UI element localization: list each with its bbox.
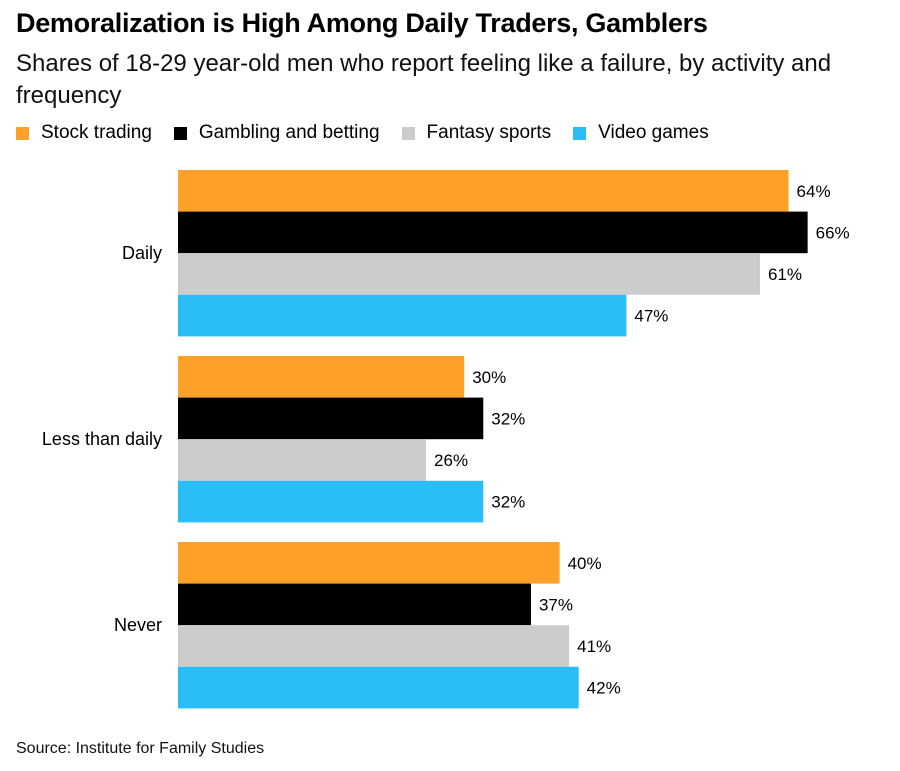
data-label: 26% [434, 451, 468, 470]
legend-label: Video games [598, 122, 709, 143]
data-label: 47% [634, 307, 668, 326]
data-label: 42% [587, 679, 621, 698]
legend-item-stock-trading: Stock trading [16, 122, 152, 144]
bar-never-video-games [178, 666, 579, 709]
bar-never-fantasy-sports [178, 625, 570, 667]
bar-never-stock-trading [178, 542, 560, 584]
legend-label: Gambling and betting [198, 122, 380, 143]
legend-swatch [401, 126, 415, 140]
bar-less-than-daily-stock-trading [178, 356, 465, 398]
legend: Stock trading Gambling and betting Fanta… [16, 121, 731, 145]
data-label: 61% [768, 265, 802, 284]
data-label: 40% [568, 554, 602, 573]
data-label: 32% [491, 493, 525, 512]
data-label: 32% [491, 409, 525, 428]
data-label: 30% [472, 368, 506, 387]
bar-less-than-daily-video-games [178, 480, 484, 523]
legend-swatch [573, 126, 587, 140]
bar-never-gambling-and-betting [178, 583, 531, 626]
category-label-less-than-daily: Less than daily [42, 429, 162, 449]
legend-label: Fantasy sports [426, 122, 552, 143]
bar-daily-stock-trading [178, 170, 789, 212]
legend-label: Stock trading [41, 122, 152, 143]
data-label: 37% [539, 595, 573, 614]
source-note: Source: Institute for Family Studies [16, 740, 265, 757]
category-label-never: Never [114, 615, 162, 635]
bar-daily-gambling-and-betting [178, 211, 808, 254]
chart-title: Demoralization is High Among Daily Trade… [16, 8, 708, 38]
data-label: 41% [577, 637, 611, 656]
legend-item-fantasy-sports: Fantasy sports [401, 122, 552, 144]
bar-daily-video-games [178, 294, 627, 337]
chart-subtitle: Shares of 18-29 year-old men who report … [16, 50, 832, 109]
bar-chart: Daily 64% 66% 61% 47% Less than daily 30% 32% 26… [42, 170, 850, 709]
bar-less-than-daily-fantasy-sports [178, 439, 427, 481]
category-label-daily: Daily [122, 243, 162, 263]
bar-daily-fantasy-sports [178, 253, 760, 295]
legend-swatch [16, 126, 29, 140]
bar-less-than-daily-gambling-and-betting [178, 397, 484, 440]
data-label: 66% [816, 223, 850, 242]
legend-swatch [173, 126, 187, 140]
data-label: 64% [797, 182, 831, 201]
legend-item-gambling-and-betting: Gambling and betting [173, 122, 380, 144]
legend-item-video-games: Video games [573, 122, 709, 144]
